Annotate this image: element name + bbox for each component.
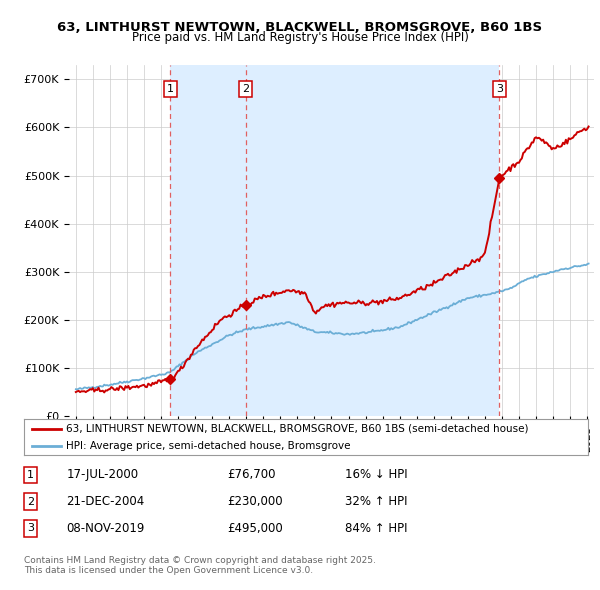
Text: £495,000: £495,000 xyxy=(227,522,283,535)
Text: 1: 1 xyxy=(27,470,34,480)
Text: 16% ↓ HPI: 16% ↓ HPI xyxy=(346,468,408,481)
Text: 08-NOV-2019: 08-NOV-2019 xyxy=(66,522,145,535)
Text: HPI: Average price, semi-detached house, Bromsgrove: HPI: Average price, semi-detached house,… xyxy=(66,441,351,451)
Bar xyxy=(170,65,246,416)
Text: 63, LINTHURST NEWTOWN, BLACKWELL, BROMSGROVE, B60 1BS (semi-detached house): 63, LINTHURST NEWTOWN, BLACKWELL, BROMSG… xyxy=(66,424,529,434)
Text: 3: 3 xyxy=(27,523,34,533)
Text: Contains HM Land Registry data © Crown copyright and database right 2025.: Contains HM Land Registry data © Crown c… xyxy=(24,556,376,565)
Text: 21-DEC-2004: 21-DEC-2004 xyxy=(66,495,145,508)
Text: 84% ↑ HPI: 84% ↑ HPI xyxy=(346,522,408,535)
Text: This data is licensed under the Open Government Licence v3.0.: This data is licensed under the Open Gov… xyxy=(24,566,313,575)
Text: 63, LINTHURST NEWTOWN, BLACKWELL, BROMSGROVE, B60 1BS: 63, LINTHURST NEWTOWN, BLACKWELL, BROMSG… xyxy=(58,21,542,34)
Text: £76,700: £76,700 xyxy=(227,468,275,481)
Bar xyxy=(246,65,499,416)
Text: 32% ↑ HPI: 32% ↑ HPI xyxy=(346,495,408,508)
Text: 17-JUL-2000: 17-JUL-2000 xyxy=(66,468,139,481)
Text: 1: 1 xyxy=(167,84,174,94)
Text: 2: 2 xyxy=(242,84,250,94)
Text: £230,000: £230,000 xyxy=(227,495,283,508)
Text: 2: 2 xyxy=(27,497,34,507)
Text: 3: 3 xyxy=(496,84,503,94)
Text: Price paid vs. HM Land Registry's House Price Index (HPI): Price paid vs. HM Land Registry's House … xyxy=(131,31,469,44)
